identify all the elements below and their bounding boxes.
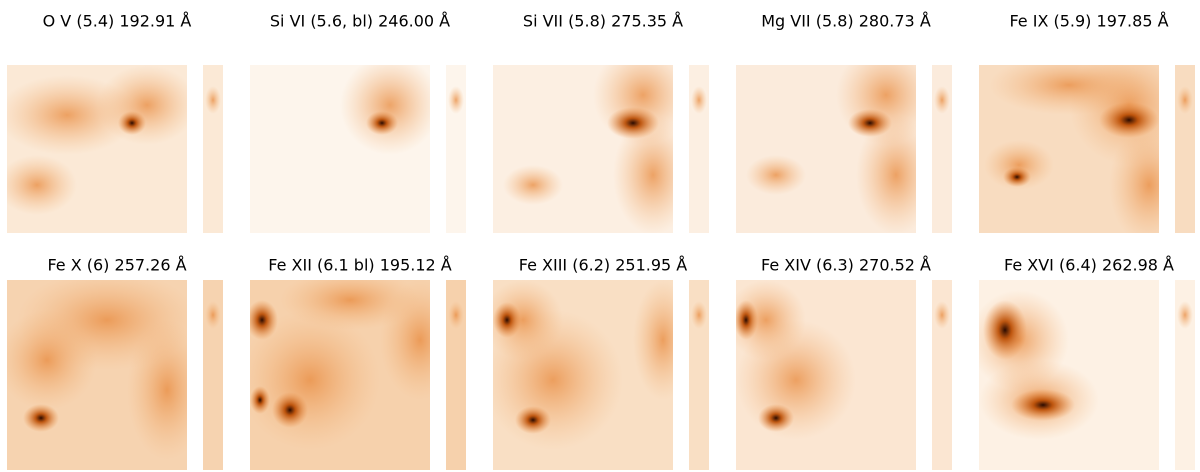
panel-title: Fe X (6) 257.26 Å [47, 256, 186, 275]
strip-spot [1177, 301, 1193, 329]
panel-image [0, 65, 197, 233]
panel: Si VII (5.8) 275.35 Å [493, 12, 709, 236]
panel: O V (5.4) 192.91 Å [0, 12, 223, 234]
haze [340, 55, 440, 155]
panel-image [969, 280, 1159, 470]
panel: Fe XIV (6.3) 270.52 Å [726, 256, 952, 471]
figure: O V (5.4) 192.91 Å Si VI (5.6, bl) 246.00… [0, 0, 1200, 472]
spot [758, 404, 794, 432]
panel-image [736, 45, 936, 235]
spot [118, 111, 146, 135]
panel: Fe X (6) 257.26 Å [0, 256, 223, 471]
strip-spot [448, 86, 464, 114]
haze [97, 65, 197, 145]
panel-image [726, 280, 916, 470]
panel: Fe XVI (6.4) 262.98 Å [969, 256, 1195, 471]
panel-image [240, 270, 460, 470]
panel-title: Si VI (5.6, bl) 246.00 Å [270, 12, 450, 31]
spot [734, 300, 758, 340]
strip-spot [691, 86, 707, 114]
panel-image [483, 280, 693, 470]
strip-spot [448, 301, 464, 329]
strip-spot [934, 301, 950, 329]
panel-title: Fe XII (6.1 bl) 195.12 Å [268, 256, 452, 275]
panel-image [979, 45, 1189, 245]
panel-title: Fe XVI (6.4) 262.98 Å [1004, 256, 1174, 275]
panel: Fe XIII (6.2) 251.95 Å [483, 256, 709, 471]
panel-image [0, 270, 207, 470]
haze [633, 280, 693, 400]
spot [246, 300, 278, 340]
spot [493, 302, 521, 338]
spot [1011, 389, 1075, 421]
spot [607, 107, 659, 139]
haze [0, 155, 77, 215]
spot [848, 109, 892, 137]
spot [1099, 102, 1159, 138]
panel-title: Si VII (5.8) 275.35 Å [523, 12, 683, 31]
panel-image [250, 55, 440, 233]
panel: Mg VII (5.8) 280.73 Å [736, 12, 952, 236]
strip-spot [205, 86, 221, 114]
panel: Fe XII (6.1 bl) 195.12 Å [240, 256, 466, 471]
spot [515, 406, 551, 434]
panel-image [493, 45, 693, 235]
panel-title: Mg VII (5.8) 280.73 Å [761, 12, 931, 31]
spot [983, 300, 1027, 360]
spot [23, 404, 59, 432]
spot [272, 392, 308, 428]
panel-title: Fe XIV (6.3) 270.52 Å [761, 256, 931, 275]
haze [746, 155, 806, 195]
haze [280, 270, 420, 330]
strip-spot [691, 301, 707, 329]
panel-title: O V (5.4) 192.91 Å [43, 12, 192, 31]
spot [366, 111, 398, 135]
panel: Fe IX (5.9) 197.85 Å [979, 12, 1195, 246]
panel-title: Fe XIII (6.2) 251.95 Å [519, 256, 688, 275]
spot [250, 386, 270, 414]
strip-spot [205, 301, 221, 329]
strip-spot [934, 86, 950, 114]
panel-title: Fe IX (5.9) 197.85 Å [1009, 12, 1168, 31]
spot [1003, 167, 1031, 187]
strip-spot [1177, 86, 1193, 114]
panel: Si VI (5.6, bl) 246.00 Å [250, 12, 466, 234]
haze [127, 320, 207, 460]
haze [0, 310, 97, 410]
haze [503, 165, 563, 205]
